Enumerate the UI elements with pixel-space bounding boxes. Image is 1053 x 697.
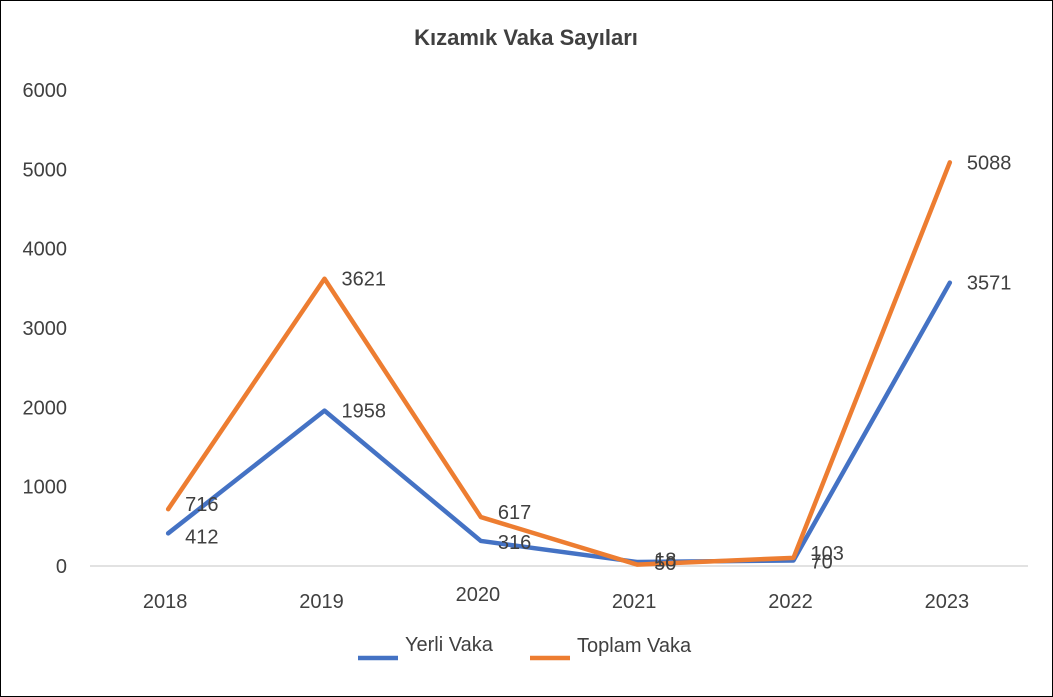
legend-label: Toplam Vaka bbox=[577, 635, 692, 657]
y-tick-label: 6000 bbox=[23, 80, 68, 102]
data-label: 316 bbox=[498, 532, 531, 554]
series-lines bbox=[165, 160, 953, 567]
y-tick-label: 2000 bbox=[23, 397, 68, 419]
y-tick-label: 0 bbox=[56, 556, 67, 578]
data-label: 50 bbox=[654, 553, 676, 575]
legend: Yerli Vaka Toplam Vaka bbox=[358, 634, 692, 661]
data-label: 716 bbox=[185, 494, 218, 516]
data-labels: 412 1958 316 50 70 3571 716 3621 617 18 103 5088 bbox=[185, 152, 1011, 575]
x-tick-label: 2019 bbox=[299, 591, 344, 613]
series-line-toplam-vaka bbox=[165, 160, 953, 567]
data-label: 3621 bbox=[342, 269, 387, 291]
y-tick-label: 3000 bbox=[23, 318, 68, 340]
data-label: 3571 bbox=[967, 273, 1012, 295]
data-label: 617 bbox=[498, 502, 531, 524]
y-axis-ticks: 0 1000 2000 3000 4000 5000 6000 bbox=[23, 80, 68, 578]
data-label: 1958 bbox=[342, 401, 387, 423]
series-line-yerli-vaka bbox=[165, 280, 953, 565]
data-label: 103 bbox=[811, 543, 844, 565]
y-tick-label: 5000 bbox=[23, 159, 68, 181]
legend-label: Yerli Vaka bbox=[405, 634, 494, 656]
x-tick-label: 2018 bbox=[143, 591, 188, 613]
x-tick-label: 2020 bbox=[456, 584, 501, 606]
x-tick-label: 2022 bbox=[768, 591, 813, 613]
data-label: 70 bbox=[811, 551, 833, 573]
chart-title: Kızamık Vaka Sayıları bbox=[414, 25, 638, 50]
x-axis-ticks: 2018 2019 2020 2021 2022 2023 bbox=[143, 584, 969, 613]
x-tick-label: 2021 bbox=[612, 591, 657, 613]
data-label: 412 bbox=[185, 526, 218, 548]
x-tick-label: 2023 bbox=[925, 591, 970, 613]
y-tick-label: 4000 bbox=[23, 239, 68, 261]
data-label: 5088 bbox=[967, 152, 1012, 174]
data-label: 18 bbox=[654, 550, 676, 572]
y-tick-label: 1000 bbox=[23, 477, 68, 499]
